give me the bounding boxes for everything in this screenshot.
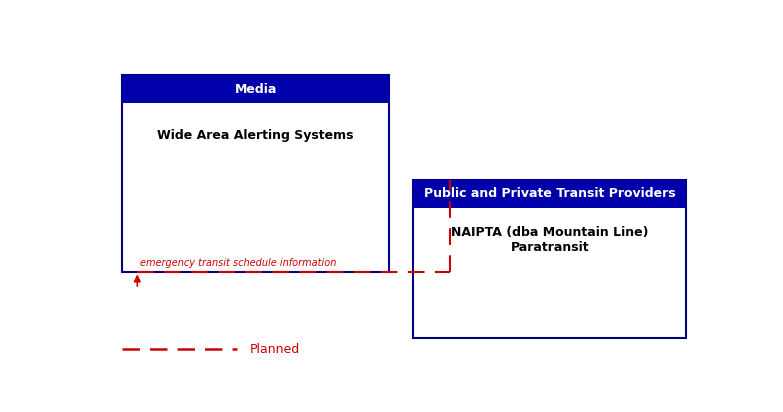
Text: emergency transit schedule information: emergency transit schedule information [140,258,337,268]
Bar [413,180,687,338]
Bar [122,75,389,272]
Bar [413,180,687,208]
Text: Media: Media [234,82,277,96]
Text: Planned: Planned [250,343,300,356]
Text: Public and Private Transit Providers: Public and Private Transit Providers [424,187,676,200]
Text: Wide Area Alerting Systems: Wide Area Alerting Systems [157,129,354,142]
Text: NAIPTA (dba Mountain Line)
Paratransit: NAIPTA (dba Mountain Line) Paratransit [451,226,648,254]
Bar [122,75,389,103]
